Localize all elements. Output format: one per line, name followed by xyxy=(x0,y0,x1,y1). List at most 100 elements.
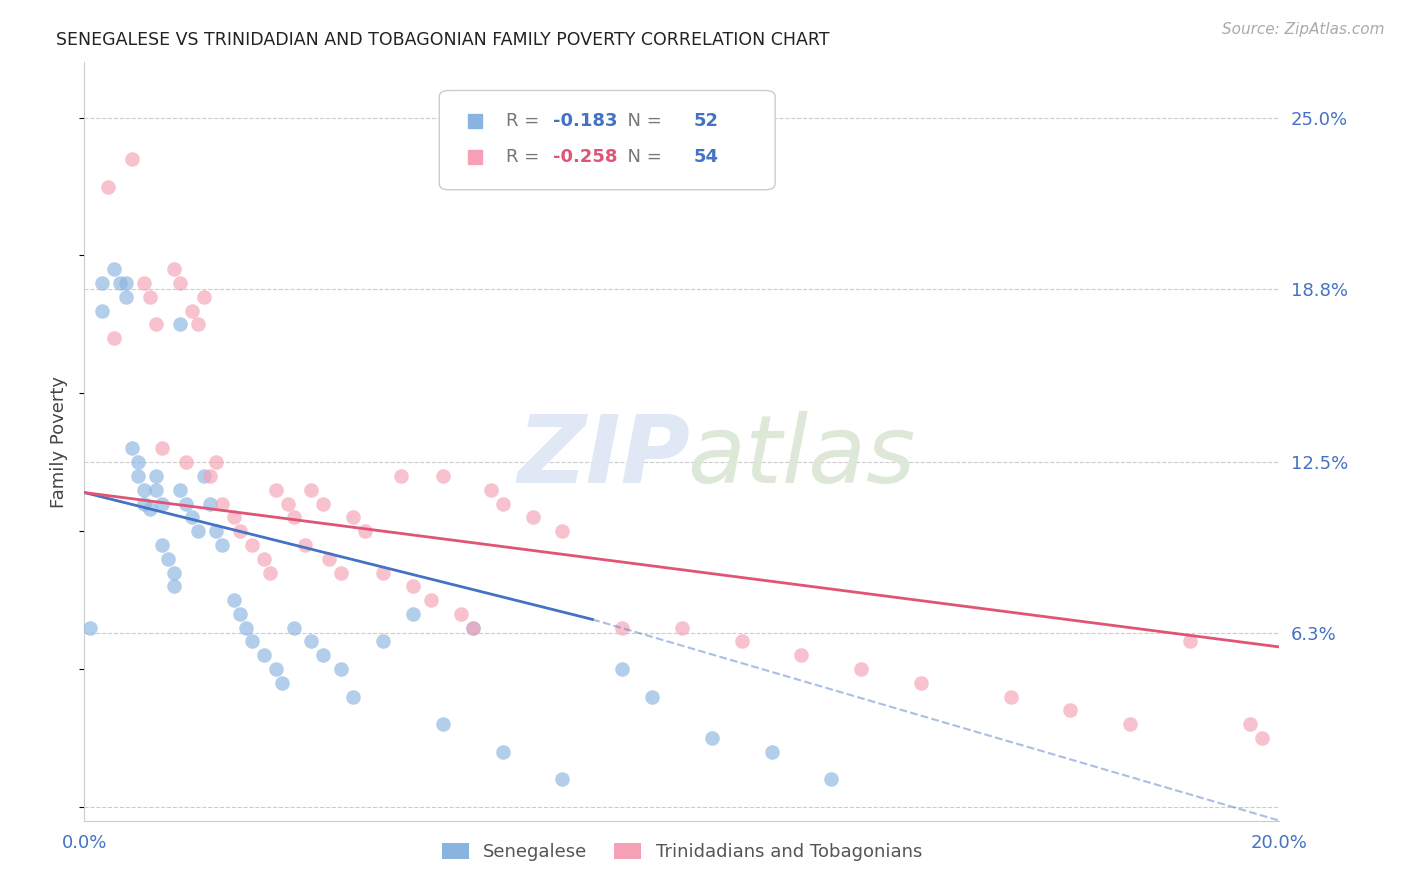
Point xyxy=(330,662,353,676)
Point xyxy=(163,566,186,580)
Point xyxy=(145,483,167,497)
Point xyxy=(228,607,252,621)
Point xyxy=(163,579,186,593)
Point xyxy=(228,524,252,538)
Legend: Senegalese, Trinidadians and Tobagonians: Senegalese, Trinidadians and Tobagonians xyxy=(434,836,929,869)
Point xyxy=(139,290,162,304)
Point xyxy=(211,538,233,552)
Point xyxy=(169,318,191,332)
Point xyxy=(641,690,664,704)
Point xyxy=(132,276,156,290)
Point xyxy=(181,303,204,318)
Point xyxy=(193,469,215,483)
Point xyxy=(150,442,173,456)
Point xyxy=(354,524,377,538)
Point xyxy=(492,745,515,759)
Point xyxy=(551,772,574,787)
Point xyxy=(461,621,484,635)
Text: -0.183: -0.183 xyxy=(553,112,617,130)
Point xyxy=(127,469,149,483)
Point xyxy=(145,318,167,332)
Point xyxy=(181,510,204,524)
Point xyxy=(612,621,634,635)
Point xyxy=(1250,731,1272,745)
Point xyxy=(163,262,186,277)
Point xyxy=(373,634,395,648)
Point xyxy=(820,772,842,787)
Point xyxy=(205,455,228,469)
Point xyxy=(283,510,305,524)
Point xyxy=(277,497,299,511)
Point xyxy=(700,731,723,745)
Point xyxy=(222,510,245,524)
Point xyxy=(420,593,443,607)
Point xyxy=(790,648,813,663)
Text: -0.258: -0.258 xyxy=(553,148,617,166)
Point xyxy=(174,455,197,469)
Point xyxy=(132,497,156,511)
Point xyxy=(259,566,281,580)
Point xyxy=(342,510,364,524)
Point xyxy=(121,442,143,456)
Point xyxy=(612,662,634,676)
Text: N =: N = xyxy=(616,112,668,130)
Text: R =: R = xyxy=(506,148,546,166)
Point xyxy=(294,538,316,552)
Point xyxy=(169,483,191,497)
Point xyxy=(492,497,515,511)
Point xyxy=(115,276,138,290)
Text: 54: 54 xyxy=(695,148,718,166)
Point xyxy=(330,566,353,580)
Point xyxy=(731,634,754,648)
Point xyxy=(205,524,228,538)
Point xyxy=(761,745,783,759)
Point xyxy=(240,634,263,648)
Point xyxy=(1000,690,1022,704)
Point xyxy=(145,469,167,483)
Point xyxy=(240,538,263,552)
Point xyxy=(432,469,454,483)
Point xyxy=(270,675,292,690)
Point xyxy=(193,290,215,304)
Point xyxy=(121,152,143,166)
Point xyxy=(1119,717,1142,731)
Point xyxy=(132,483,156,497)
Point xyxy=(1239,717,1261,731)
Point xyxy=(402,579,425,593)
Point xyxy=(139,502,162,516)
Point xyxy=(342,690,364,704)
FancyBboxPatch shape xyxy=(439,90,775,190)
Point xyxy=(187,524,209,538)
Point xyxy=(373,566,395,580)
Text: N =: N = xyxy=(616,148,668,166)
Point xyxy=(198,469,221,483)
Point xyxy=(103,262,125,277)
Point xyxy=(253,648,276,663)
Point xyxy=(235,621,257,635)
Text: ZIP: ZIP xyxy=(517,410,690,503)
Point xyxy=(264,662,287,676)
Point xyxy=(551,524,574,538)
Point xyxy=(169,276,191,290)
Point xyxy=(97,179,120,194)
Text: 52: 52 xyxy=(695,112,718,130)
Point xyxy=(91,276,114,290)
Point xyxy=(115,290,138,304)
Point xyxy=(79,621,101,635)
Point xyxy=(318,551,340,566)
Point xyxy=(312,648,335,663)
Point xyxy=(264,483,287,497)
Point xyxy=(187,318,209,332)
Y-axis label: Family Poverty: Family Poverty xyxy=(51,376,69,508)
Point xyxy=(174,497,197,511)
Point xyxy=(301,634,323,648)
Point xyxy=(389,469,412,483)
Point xyxy=(910,675,932,690)
Point xyxy=(157,551,180,566)
Point xyxy=(402,607,425,621)
Point xyxy=(211,497,233,511)
Text: SENEGALESE VS TRINIDADIAN AND TOBAGONIAN FAMILY POVERTY CORRELATION CHART: SENEGALESE VS TRINIDADIAN AND TOBAGONIAN… xyxy=(56,31,830,49)
Point xyxy=(110,276,132,290)
Text: R =: R = xyxy=(506,112,546,130)
Point xyxy=(479,483,502,497)
